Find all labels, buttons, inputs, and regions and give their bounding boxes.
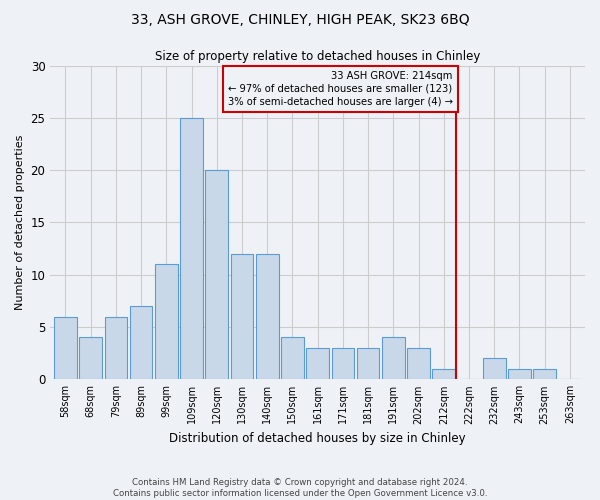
Bar — [79, 338, 102, 380]
Bar — [256, 254, 278, 380]
Bar — [205, 170, 228, 380]
Bar — [281, 338, 304, 380]
Bar — [230, 254, 253, 380]
Bar — [357, 348, 379, 380]
Bar — [483, 358, 506, 380]
Bar — [407, 348, 430, 380]
Bar — [155, 264, 178, 380]
Bar — [332, 348, 354, 380]
Text: Contains HM Land Registry data © Crown copyright and database right 2024.
Contai: Contains HM Land Registry data © Crown c… — [113, 478, 487, 498]
Text: 33 ASH GROVE: 214sqm
← 97% of detached houses are smaller (123)
3% of semi-detac: 33 ASH GROVE: 214sqm ← 97% of detached h… — [227, 71, 452, 107]
Bar — [433, 369, 455, 380]
Bar — [130, 306, 152, 380]
Text: 33, ASH GROVE, CHINLEY, HIGH PEAK, SK23 6BQ: 33, ASH GROVE, CHINLEY, HIGH PEAK, SK23 … — [131, 12, 469, 26]
Bar — [382, 338, 404, 380]
Bar — [54, 316, 77, 380]
Y-axis label: Number of detached properties: Number of detached properties — [15, 134, 25, 310]
Bar — [508, 369, 531, 380]
X-axis label: Distribution of detached houses by size in Chinley: Distribution of detached houses by size … — [169, 432, 466, 445]
Bar — [306, 348, 329, 380]
Bar — [180, 118, 203, 380]
Bar — [533, 369, 556, 380]
Title: Size of property relative to detached houses in Chinley: Size of property relative to detached ho… — [155, 50, 481, 63]
Bar — [104, 316, 127, 380]
